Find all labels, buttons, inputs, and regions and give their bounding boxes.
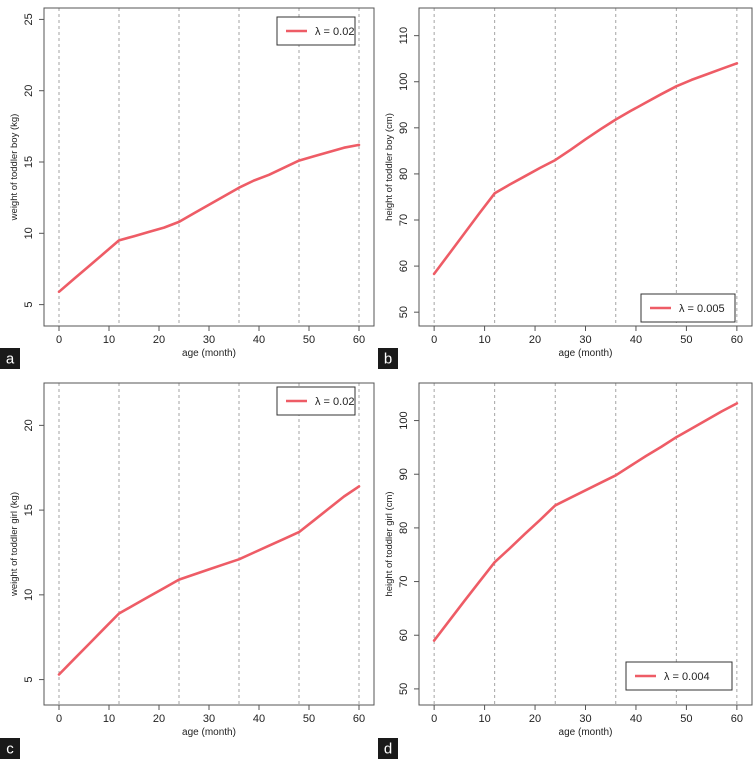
x-tick-label: 40	[253, 713, 265, 725]
x-tick-label: 10	[103, 713, 115, 725]
x-axis-title: age (month)	[559, 727, 613, 738]
y-axis-title: height of toddler boy (cm)	[384, 113, 395, 221]
panel-label-box	[0, 348, 20, 369]
plot-area	[44, 8, 374, 326]
x-tick-label: 10	[103, 334, 115, 346]
series-line	[57, 143, 361, 294]
series-line	[57, 485, 361, 676]
x-tick-label: 20	[153, 713, 165, 725]
y-axis-title: weight of toddler girl (kg)	[9, 492, 20, 597]
x-tick-label: 40	[253, 334, 265, 346]
y-tick-label: 90	[398, 122, 410, 134]
y-tick-label: 60	[398, 629, 410, 641]
x-tick-label: 30	[579, 713, 591, 725]
plot-area	[419, 8, 752, 326]
x-tick-label: 30	[203, 334, 215, 346]
legend: λ = 0.004	[625, 661, 733, 691]
plot-area	[44, 383, 374, 705]
panel-d: 0 10 20 30 40 50 60 50 60 70 80 90 100 age (month) hei…	[378, 382, 753, 759]
panel-b: 0 10 20 30 40 50 60 50 60 70 80 90 100 110 age (month)…	[378, 7, 753, 369]
x-tick-label: 50	[680, 713, 692, 725]
x-tick-label: 0	[431, 334, 437, 346]
legend-label: λ = 0.004	[664, 671, 710, 683]
y-tick-label: 20	[23, 85, 35, 97]
y-tick-label: 10	[23, 227, 35, 239]
legend: λ = 0.02	[276, 386, 356, 416]
x-tick-label: 10	[478, 713, 490, 725]
y-tick-label: 70	[398, 214, 410, 226]
y-tick-label: 80	[398, 522, 410, 534]
y-tick-label: 15	[23, 156, 35, 168]
x-tick-label: 50	[680, 334, 692, 346]
y-tick-label: 5	[23, 302, 35, 308]
panel-label-box	[0, 738, 20, 759]
y-tick-label: 70	[398, 575, 410, 587]
x-tick-label: 60	[731, 334, 743, 346]
legend-label: λ = 0.02	[315, 26, 354, 38]
x-tick-label: 40	[630, 713, 642, 725]
y-tick-label: 50	[398, 683, 410, 695]
x-tick-label: 60	[731, 713, 743, 725]
x-tick-label: 50	[303, 334, 315, 346]
panel-label: d	[384, 741, 392, 758]
y-tick-label: 50	[398, 306, 410, 318]
x-tick-label: 20	[153, 334, 165, 346]
y-tick-label: 20	[23, 419, 35, 431]
x-tick-label: 30	[579, 334, 591, 346]
panel-label: a	[6, 351, 15, 368]
x-tick-label: 50	[303, 713, 315, 725]
y-tick-label: 15	[23, 504, 35, 516]
legend: λ = 0.02	[276, 16, 356, 46]
legend: λ = 0.005	[640, 293, 736, 323]
x-tick-label: 30	[203, 713, 215, 725]
panel-c: 0 10 20 30 40 50 60 5 10 15 20 age (month) weight of…	[0, 382, 375, 759]
y-tick-label: 100	[398, 411, 410, 429]
y-tick-label: 60	[398, 260, 410, 272]
y-axis-title: weight of toddler boy (kg)	[9, 114, 20, 222]
y-tick-label: 25	[23, 13, 35, 25]
y-tick-label: 5	[23, 677, 35, 683]
x-tick-label: 0	[56, 713, 62, 725]
y-tick-label: 100	[398, 73, 410, 91]
x-tick-label: 10	[478, 334, 490, 346]
x-axis-title: age (month)	[559, 348, 613, 359]
series-line	[432, 402, 739, 642]
y-axis-title: height of toddler girl (cm)	[384, 491, 395, 596]
x-axis-title: age (month)	[182, 348, 236, 359]
legend-label: λ = 0.02	[315, 396, 354, 408]
panel-a: 0 10 20 30 40 50 60 5 10 15 20 25 age (month) weight …	[0, 7, 375, 369]
x-tick-label: 40	[630, 334, 642, 346]
y-tick-label: 90	[398, 468, 410, 480]
x-axis-title: age (month)	[182, 727, 236, 738]
x-tick-label: 20	[529, 334, 541, 346]
series-line	[432, 61, 739, 276]
x-tick-label: 0	[56, 334, 62, 346]
y-tick-label: 80	[398, 168, 410, 180]
panel-label: b	[384, 351, 392, 368]
panel-label-box	[378, 738, 398, 759]
legend-label: λ = 0.005	[679, 303, 725, 315]
x-tick-label: 20	[529, 713, 541, 725]
x-tick-label: 60	[353, 713, 365, 725]
y-tick-label: 110	[398, 27, 410, 45]
x-tick-label: 0	[431, 713, 437, 725]
panel-label-box	[378, 348, 398, 369]
x-tick-label: 60	[353, 334, 365, 346]
y-tick-label: 10	[23, 589, 35, 601]
panel-label: c	[6, 741, 14, 758]
plot-area	[419, 383, 752, 705]
